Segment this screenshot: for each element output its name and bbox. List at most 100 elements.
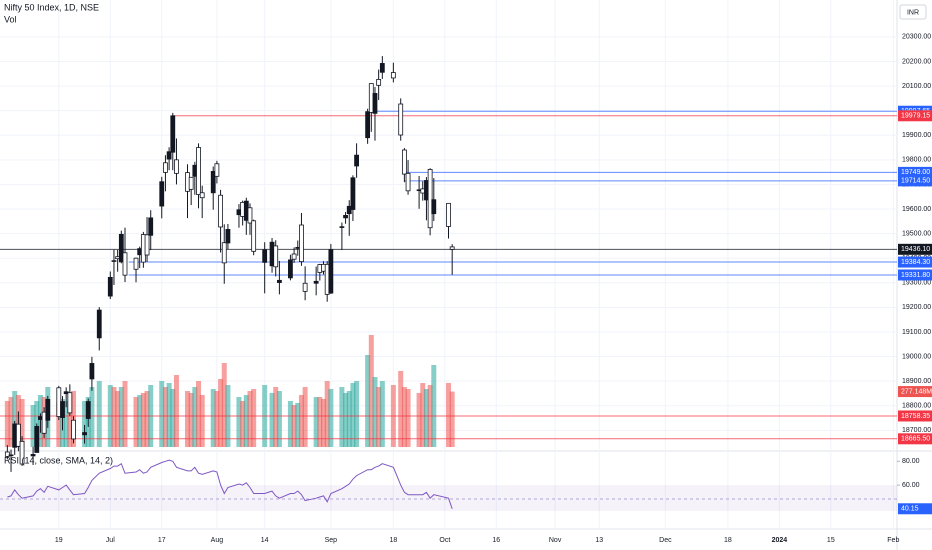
y-tick-label: 19100.00 [902,329,931,336]
x-tick-label: 16 [492,537,500,544]
volume-bar [240,401,246,447]
x-tick-label: Feb [887,537,899,544]
candle-body [148,217,154,236]
candle-body [71,419,76,440]
volume-bar [449,391,455,447]
volume-bar [82,401,88,447]
volume-bar [420,383,426,447]
candle-body [372,93,378,114]
y-tick-label: 19200.00 [902,304,931,311]
x-tick-label: 18 [724,537,732,544]
candle-body [89,363,95,380]
candle-body [405,172,411,192]
level-price-box [898,175,932,187]
level-price-box [898,243,932,255]
candle-body [262,249,268,263]
volume-bar [137,395,143,447]
y-tick-label: 18700.00 [902,427,931,434]
rsi-value-label: 40.15 [901,506,919,513]
candle-body [302,282,308,292]
volume-bar [111,387,117,447]
candle-body [41,411,47,434]
rsi-tick-label: 60.00 [902,482,920,489]
volume-bar [192,387,198,447]
volume-bar [317,397,323,447]
volume-bar [4,401,10,447]
volume-bar [343,393,349,447]
candle-body [85,401,91,419]
y-tick-label: 19900.00 [902,132,931,139]
volume-bar [287,401,293,447]
x-tick-label: Nov [549,537,562,544]
rsi-value-box [898,503,932,515]
candle-body [15,423,21,447]
level-price-box [898,256,932,268]
y-tick-label: 18900.00 [902,378,931,385]
candle-body [196,147,201,195]
volume-value-box [898,386,932,398]
candle-body [4,451,10,457]
candle-body [163,162,168,173]
volume-bar [313,397,319,447]
candle-body [144,234,150,256]
volume-bar [276,391,282,447]
volume-bar [140,393,146,447]
candle-body [214,163,220,177]
volume-bar [133,397,139,447]
candle-body [111,260,117,262]
volume-bar [379,381,385,447]
level-price-box [898,166,932,178]
volume-bar [166,383,172,447]
candle-body [188,176,194,190]
x-tick-label: 14 [261,537,269,544]
candle-body [251,220,257,252]
level-price-box [898,110,932,122]
volume-bar [365,355,371,447]
y-tick-label: 19600.00 [902,206,931,213]
volume-bar [214,391,220,447]
candle-body [299,224,304,263]
x-tick-label: 15 [827,537,835,544]
candle-body [291,253,297,260]
volume-bar [368,335,374,447]
candle-body [45,398,51,421]
y-tick-label: 19800.00 [902,157,931,164]
volume-bar [423,389,429,447]
candle-body [133,257,139,270]
level-price-label: 19749.00 [901,169,930,176]
candle-body [431,199,437,215]
candle-body [199,192,205,199]
currency-box[interactable] [899,4,927,20]
volume-value-label: 277.148M [901,388,932,395]
level-price-label: 18665.50 [901,436,930,443]
volume-bar [298,395,304,447]
chart-title: Nifty 50 Index, 1D, NSE [4,2,99,12]
volume-bar [12,391,18,447]
candle-body [339,226,345,228]
x-tick-label: Sep [325,537,338,544]
level-price-box [898,433,932,445]
candle-body [30,454,36,457]
volume-bar [89,387,95,447]
volume-bar [8,397,14,447]
y-tick-label: 20100.00 [902,83,931,90]
volume-bar [67,395,73,447]
candle-body [343,215,348,219]
volume-bar [159,381,165,447]
x-tick-label: 13 [595,537,603,544]
volume-bar [196,381,202,447]
rsi-title: RSI (14, close, SMA, 14, 2) [4,455,113,465]
level-price-label: 19331.80 [901,272,930,279]
currency: INR [907,9,919,16]
candle-body [273,245,279,268]
volume-bar [416,393,422,447]
level-price-box [898,269,932,281]
candle-body [288,259,293,279]
candle-body [34,425,40,453]
candle-body [107,276,113,297]
volume-bar [115,391,121,447]
volume-bar [63,401,69,447]
volume-bar [431,365,437,447]
x-tick-label: 17 [158,537,166,544]
